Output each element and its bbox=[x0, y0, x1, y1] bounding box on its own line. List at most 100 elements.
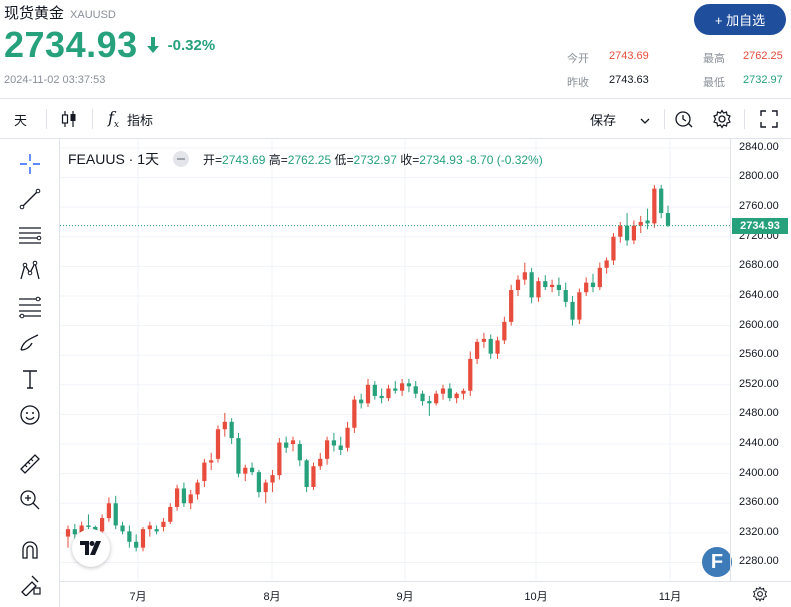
stat-high: 最高 2762.25 bbox=[703, 50, 783, 66]
candle bbox=[154, 525, 159, 535]
candle bbox=[393, 381, 398, 394]
candle bbox=[127, 525, 132, 548]
y-tick-label: 2600.00 bbox=[739, 318, 779, 331]
candle bbox=[222, 412, 227, 437]
candle bbox=[563, 282, 568, 308]
axis-settings-icon[interactable] bbox=[752, 586, 768, 607]
legend-open-value: 2743.69 bbox=[222, 152, 266, 167]
candle bbox=[181, 482, 187, 507]
x-tick-label: 10月 bbox=[524, 591, 548, 603]
text-tool-icon[interactable] bbox=[14, 364, 46, 394]
candle bbox=[65, 525, 71, 548]
fullscreen-icon[interactable] bbox=[760, 99, 778, 139]
lock-drawings-icon[interactable] bbox=[14, 569, 46, 599]
legend-high-label: 高= bbox=[268, 152, 288, 167]
x-tick-label: 11月 bbox=[658, 591, 682, 603]
toolbar-divider bbox=[46, 109, 47, 129]
function-icon: fx bbox=[108, 107, 119, 131]
candle bbox=[236, 432, 241, 478]
candle bbox=[147, 521, 152, 537]
y-tick-label: 2320.00 bbox=[739, 525, 779, 538]
price-axis[interactable]: 2840.00 2800.00 2760.00 2720.00 2680.00 2640.… bbox=[730, 139, 791, 581]
candle bbox=[515, 275, 521, 296]
legend-high-value: 2762.25 bbox=[287, 152, 332, 167]
legend-low-label: 低= bbox=[334, 152, 354, 167]
chart-widget: 天 fx 指标 保存 bbox=[0, 98, 791, 607]
indicators-button[interactable]: fx 指标 bbox=[108, 99, 153, 139]
candle bbox=[209, 452, 214, 470]
instrument-name: 现货黄金 bbox=[4, 5, 65, 22]
drawing-tools-sidebar bbox=[0, 139, 60, 607]
candle bbox=[386, 384, 391, 402]
y-tick-label: 2560.00 bbox=[739, 348, 779, 361]
stat-low-value: 2732.97 bbox=[743, 74, 783, 86]
y-tick-label: 2440.00 bbox=[739, 437, 779, 450]
crosshair-icon[interactable] bbox=[14, 149, 46, 179]
candle bbox=[168, 503, 173, 524]
add-to-watchlist-button[interactable]: + 加自选 bbox=[694, 4, 786, 35]
candle bbox=[243, 464, 248, 482]
indicators-label: 指标 bbox=[127, 112, 154, 128]
y-tick-label: 2800.00 bbox=[739, 170, 779, 183]
stat-low: 最低 2732.97 bbox=[703, 74, 783, 90]
magnet-icon[interactable] bbox=[14, 535, 46, 565]
y-tick-label: 2360.00 bbox=[739, 496, 779, 509]
toolbar-divider bbox=[664, 109, 665, 129]
candle bbox=[359, 393, 364, 409]
candle bbox=[324, 436, 330, 465]
candle-style-icon[interactable] bbox=[60, 99, 78, 139]
candlestick-chart bbox=[60, 139, 730, 581]
candle bbox=[352, 395, 357, 433]
candle bbox=[413, 381, 418, 399]
candle bbox=[277, 438, 282, 480]
replay-icon[interactable] bbox=[674, 99, 694, 139]
candle bbox=[311, 462, 316, 490]
horizontal-lines-icon[interactable] bbox=[14, 220, 46, 250]
trend-line-icon[interactable] bbox=[14, 184, 46, 214]
y-tick-label: 2840.00 bbox=[739, 140, 779, 153]
candle bbox=[474, 338, 480, 365]
candle bbox=[188, 489, 193, 510]
candle bbox=[99, 514, 105, 535]
candle bbox=[399, 378, 405, 396]
candle bbox=[195, 479, 200, 500]
stat-prev-close-label: 昨收 bbox=[567, 77, 589, 89]
arrow-down-icon bbox=[146, 36, 160, 54]
candle bbox=[215, 425, 221, 463]
quote-timestamp: 2024-11-02 03:37:53 bbox=[4, 74, 106, 86]
brand-f-logo[interactable]: F bbox=[702, 547, 732, 577]
emoji-icon[interactable] bbox=[14, 400, 46, 430]
legend-toggle-icon[interactable] bbox=[173, 151, 190, 167]
candle bbox=[597, 262, 602, 291]
candle bbox=[659, 184, 664, 219]
candle bbox=[434, 390, 439, 406]
interval-selector[interactable]: 天 bbox=[14, 112, 28, 128]
ruler-icon[interactable] bbox=[14, 449, 46, 479]
legend-close-value: 2734.93 bbox=[419, 152, 463, 167]
tradingview-logo[interactable] bbox=[72, 529, 110, 567]
settings-gear-icon[interactable] bbox=[712, 99, 732, 139]
fib-levels-icon[interactable] bbox=[14, 292, 46, 322]
chart-toolbar: 天 fx 指标 保存 bbox=[0, 99, 791, 139]
pattern-icon[interactable] bbox=[14, 256, 46, 286]
y-tick-label: 2760.00 bbox=[739, 200, 779, 213]
candle bbox=[584, 277, 589, 296]
candle bbox=[202, 458, 207, 487]
zoom-in-icon[interactable] bbox=[14, 485, 46, 515]
stat-high-label: 最高 bbox=[703, 53, 725, 65]
candle bbox=[645, 208, 650, 230]
candle bbox=[161, 518, 166, 532]
candle bbox=[331, 432, 337, 452]
candle bbox=[577, 288, 582, 325]
time-axis[interactable]: 7月 8月 9月 10月 11月 bbox=[60, 581, 791, 607]
candle bbox=[256, 469, 262, 498]
candle bbox=[509, 284, 514, 326]
save-label: 保存 bbox=[590, 112, 617, 128]
save-button[interactable]: 保存 bbox=[590, 99, 650, 139]
candle bbox=[604, 257, 609, 274]
stat-low-label: 最低 bbox=[703, 77, 725, 89]
candle bbox=[365, 378, 371, 408]
candle bbox=[372, 381, 377, 400]
chart-plot-area[interactable]: FEAUUS · 1天 开=2743.69 高=2762.25 低=2732.9… bbox=[60, 139, 732, 581]
brush-icon[interactable] bbox=[14, 328, 46, 358]
